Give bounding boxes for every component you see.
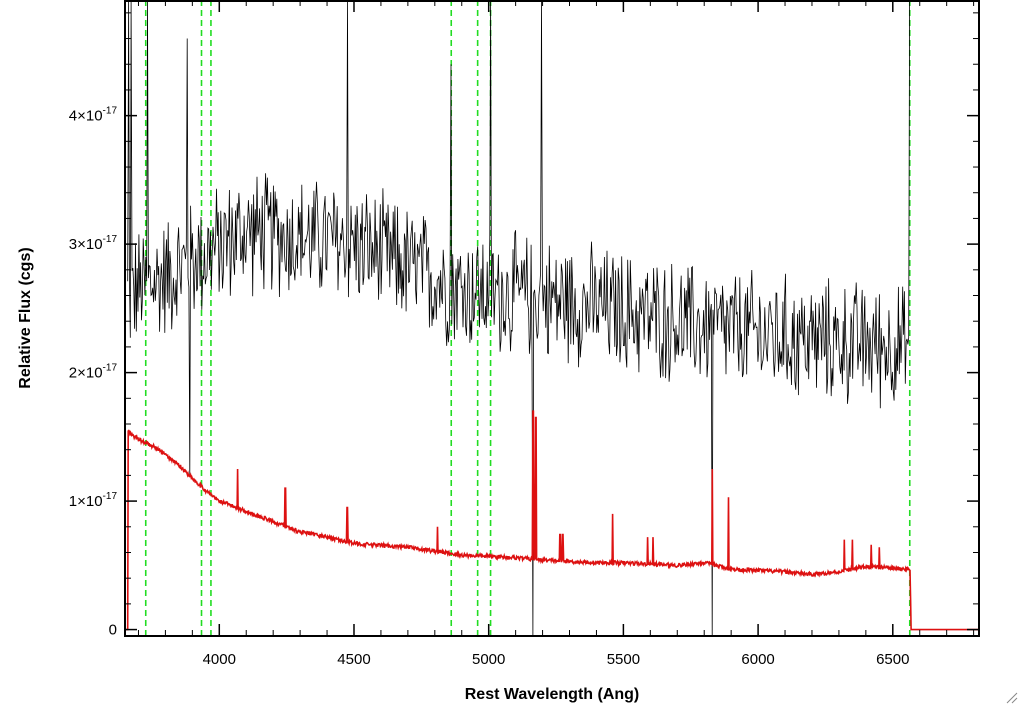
resize-grip-icon[interactable] [1004,690,1018,704]
reference-lines-group [144,0,911,636]
observed-spectrum-line [127,0,910,637]
y-tick-label: 3×10-17 [69,234,118,253]
x-tick-label: 6500 [876,651,909,668]
y-tick-label: 0 [109,622,117,639]
x-tick-label: 6000 [741,651,774,668]
x-tick-label: 5500 [607,651,640,668]
series-group [125,0,979,637]
x-tick-label: 5000 [472,651,505,668]
plot-frame [124,0,980,637]
x-tick-label: 4000 [203,651,236,668]
x-axis-title: Rest Wavelength (Ang) [465,686,640,703]
axis-ticks-group: 4000 4500 5000 5500 6000 6500 0 1×10-17 2×10-17 3… [69,0,979,668]
y-tick-label: 4×10-17 [69,106,118,125]
y-tick-label: 1×10-17 [69,491,118,510]
model-spectrum-line [125,410,979,631]
x-tick-label: 4500 [337,651,370,668]
y-tick-label: 2×10-17 [69,363,118,382]
y-axis-title: Relative Flux (cgs) [17,247,34,388]
